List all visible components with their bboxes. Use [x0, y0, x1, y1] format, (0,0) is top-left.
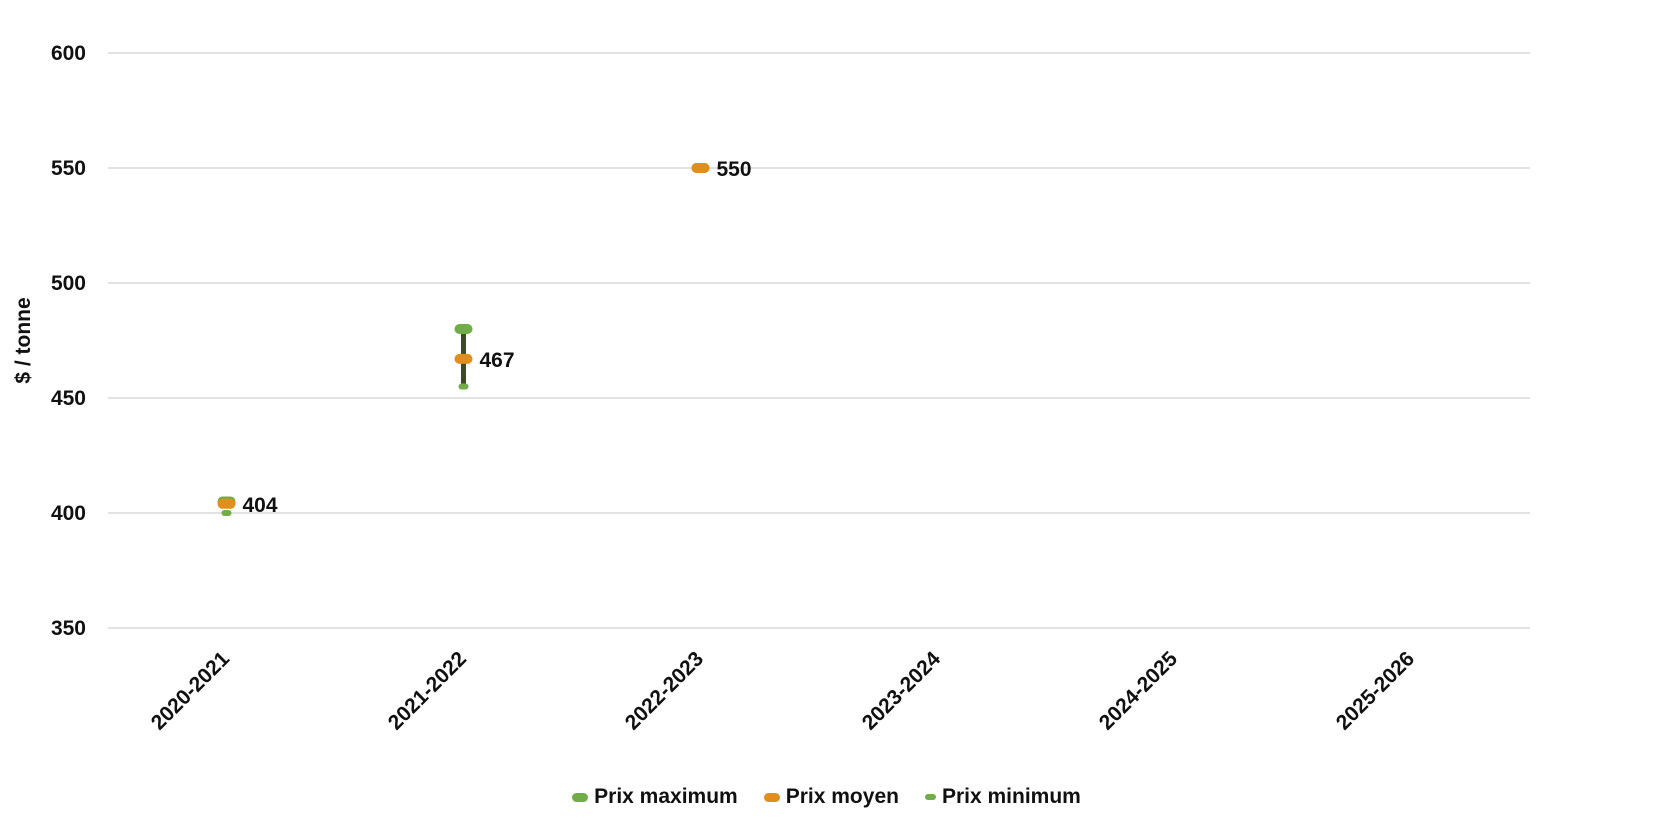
data-label: 404 — [243, 494, 278, 517]
x-tick-label: 2023-2024 — [858, 647, 946, 735]
marker-min — [458, 383, 469, 390]
data-label: 550 — [717, 158, 752, 181]
marker-mean — [454, 353, 473, 364]
y-tick-label: 500 — [51, 272, 86, 295]
legend-label-max: Prix maximum — [594, 785, 738, 808]
x-axis-ticks: 2020-2021 2021-2022 2022-2023 2023-2024 2024… — [147, 647, 1419, 735]
gridlines — [108, 52, 1530, 629]
x-tick-label: 2025-2026 — [1332, 647, 1419, 734]
y-tick-label: 450 — [51, 387, 86, 410]
legend-item-mean: Prix moyen — [763, 785, 899, 809]
y-axis-label: $ / tonne — [12, 297, 35, 383]
legend-label-mean: Prix moyen — [785, 785, 899, 808]
y-tick-label: 550 — [51, 157, 86, 180]
marker-max — [454, 324, 473, 334]
y-tick-label: 600 — [51, 42, 86, 65]
y-tick-label: 400 — [51, 502, 86, 525]
x-tick-label: 2022-2023 — [621, 647, 708, 734]
marker-min — [221, 510, 232, 516]
y-tick-label: 350 — [51, 617, 86, 640]
legend-item-min: Prix minimum — [924, 785, 1081, 809]
legend: Prix maximum Prix moyen Prix minimum — [0, 782, 1653, 812]
x-tick-label: 2024-2025 — [1095, 647, 1183, 735]
data-label: 467 — [480, 349, 515, 372]
marker-mean — [217, 498, 236, 509]
legend-item-max: Prix maximum — [572, 785, 738, 809]
x-tick-label: 2021-2022 — [384, 647, 471, 734]
legend-label-min: Prix minimum — [941, 785, 1081, 808]
legend-swatch-min — [924, 794, 936, 800]
legend-swatch-mean — [763, 792, 780, 802]
y-axis-ticks: 350 400 450 500 550 600 — [51, 42, 86, 640]
chart-marks: 404 467 550 — [217, 158, 752, 517]
x-tick-label: 2020-2021 — [147, 647, 235, 735]
legend-swatch-max — [572, 792, 589, 802]
marker-mean — [691, 163, 710, 173]
